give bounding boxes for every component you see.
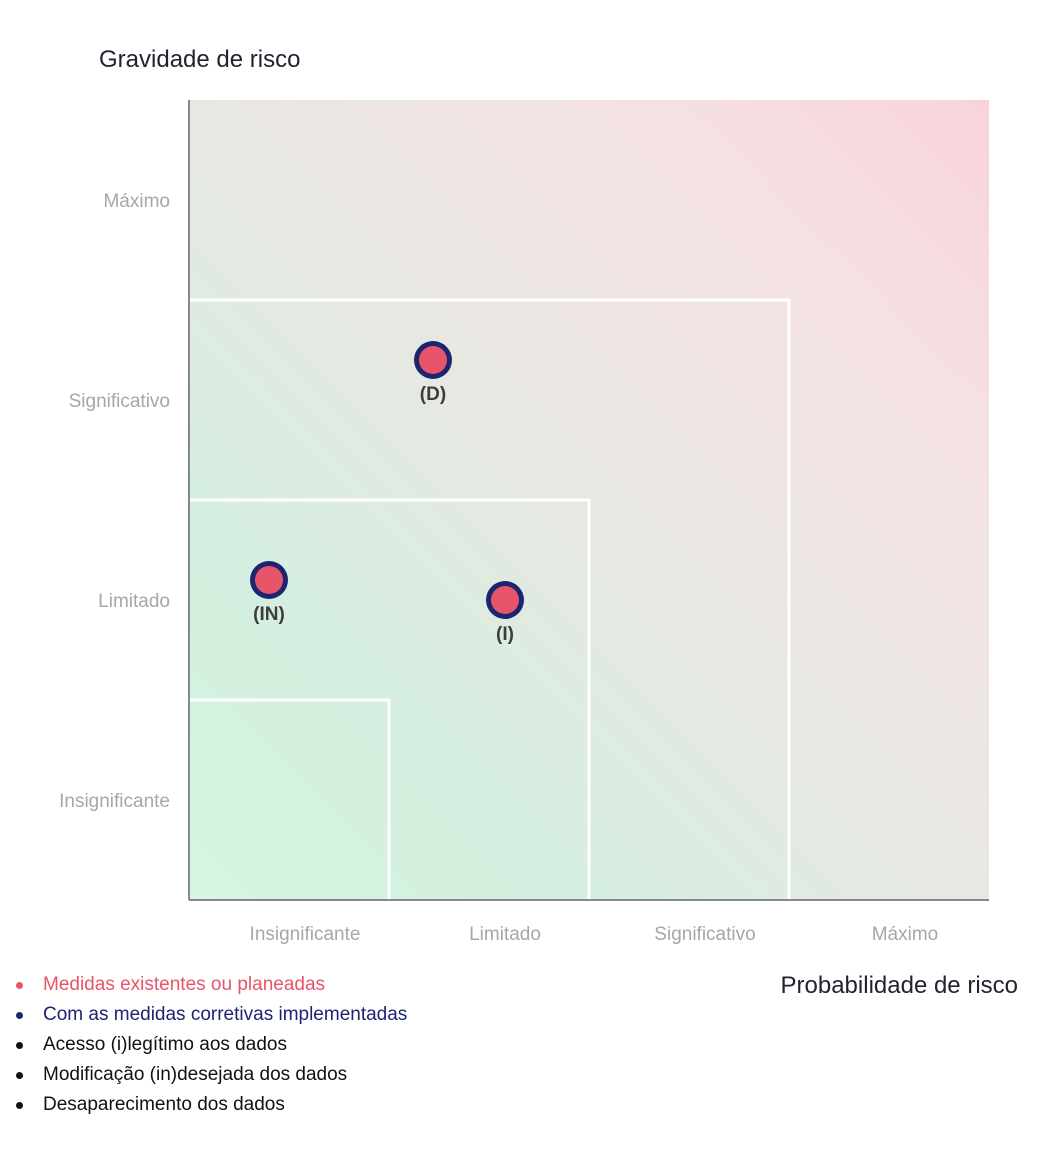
- y-axis-title: Gravidade de risco: [99, 46, 301, 73]
- risk-point: (IN): [250, 561, 288, 625]
- legend-item: Desaparecimento dos dados: [14, 1090, 407, 1120]
- risk-point-marker: [419, 346, 447, 374]
- y-tick-label: Máximo: [103, 191, 170, 212]
- risk-zone-boundary: [189, 298, 791, 900]
- risk-point-marker: [255, 566, 283, 594]
- y-tick-label: Limitado: [98, 591, 170, 612]
- legend-text: Com as medidas corretivas implementadas: [43, 1004, 408, 1025]
- risk-point: (D): [414, 341, 452, 405]
- x-tick-label: Máximo: [872, 924, 939, 945]
- risk-point-label: (I): [496, 624, 514, 645]
- legend-text: Medidas existentes ou planeadas: [43, 974, 326, 995]
- legend-text: Modificação (in)desejada dos dados: [43, 1064, 348, 1085]
- risk-point-label: (IN): [253, 604, 285, 625]
- risk-matrix-chart: Insignificante Limitado Significativo Máxim…: [59, 100, 989, 945]
- y-tick-label: Significativo: [69, 391, 170, 412]
- x-axis-title: Probabilidade de risco: [780, 972, 1018, 999]
- risk-point-marker: [491, 586, 519, 614]
- legend-bullet: [16, 1101, 23, 1109]
- risk-zone-boundary: [189, 698, 391, 900]
- legend-bullet: [16, 981, 23, 989]
- legend-item: Acesso (i)legítimo aos dados: [14, 1030, 407, 1060]
- risk-point-label: (D): [420, 384, 446, 405]
- legend-bullet: [16, 1071, 23, 1079]
- x-tick-label: Limitado: [469, 924, 541, 945]
- legend: Medidas existentes ou planeadas Com as m…: [14, 970, 407, 1120]
- legend-item: Modificação (in)desejada dos dados: [14, 1060, 407, 1090]
- x-tick-label: Insignificante: [250, 924, 361, 945]
- legend-bullet: [16, 1041, 23, 1049]
- y-tick-label: Insignificante: [59, 791, 170, 812]
- legend-bullet: [16, 1011, 23, 1019]
- risk-zone-boundary: [189, 498, 591, 900]
- x-tick-label: Significativo: [654, 924, 755, 945]
- legend-text: Acesso (i)legítimo aos dados: [43, 1034, 287, 1055]
- legend-item: Com as medidas corretivas implementadas: [14, 1000, 407, 1030]
- risk-point: (I): [486, 581, 524, 645]
- legend-item: Medidas existentes ou planeadas: [14, 970, 407, 1000]
- legend-text: Desaparecimento dos dados: [43, 1094, 285, 1115]
